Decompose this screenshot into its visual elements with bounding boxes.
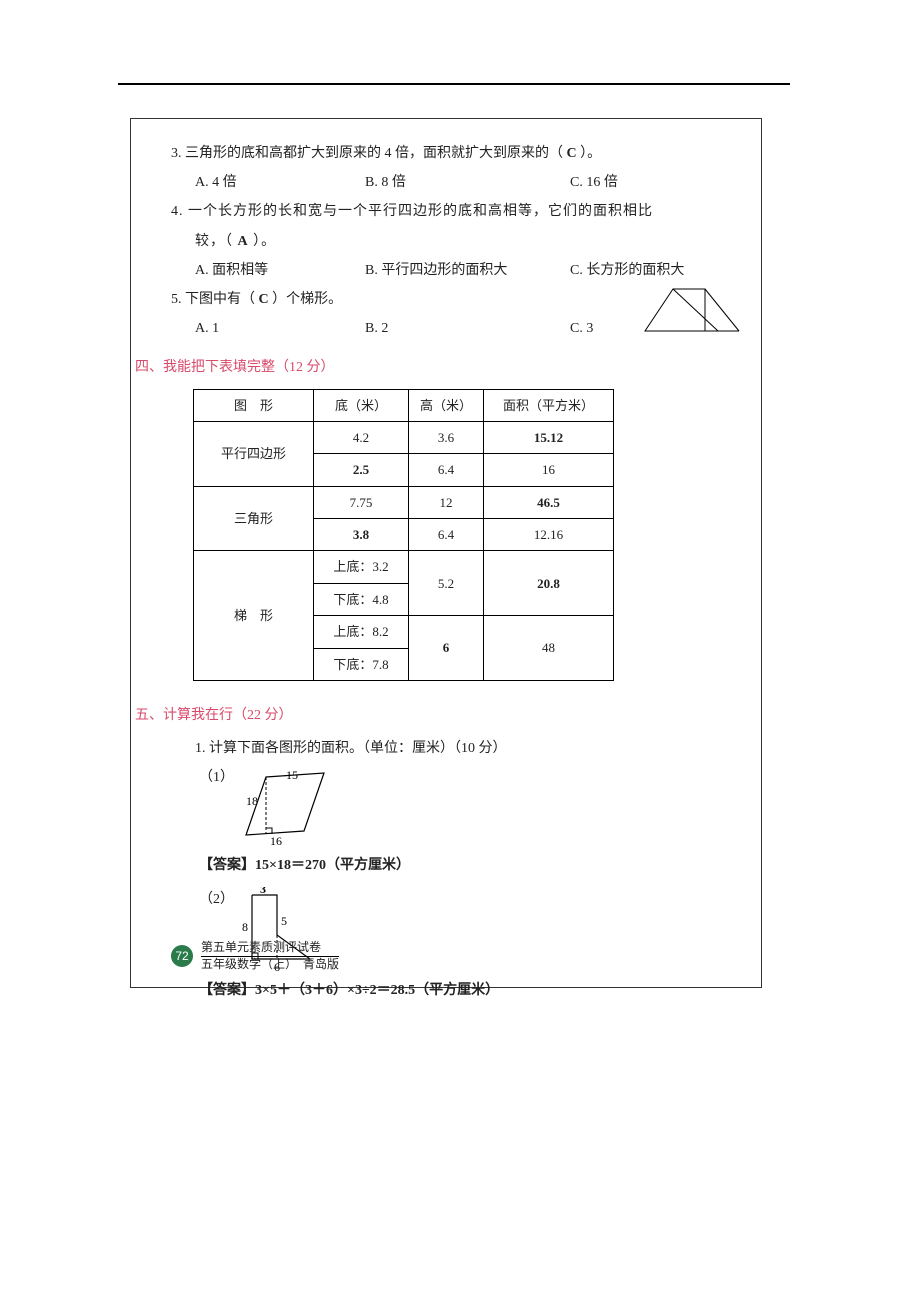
cell-answer: 46.5 <box>484 486 614 518</box>
cell: 上底：8.2 <box>314 616 409 648</box>
cell: 7.75 <box>314 486 409 518</box>
cell: 6.4 <box>409 519 484 551</box>
fig1-label-18: 18 <box>246 794 258 808</box>
cell-answer: 15.12 <box>484 421 614 453</box>
q4-text2: 较，（ <box>195 234 238 249</box>
q4-tail: ）。 <box>249 234 277 249</box>
cell-parallelogram: 平行四边形 <box>194 421 314 486</box>
cell-answer: 6 <box>409 616 484 681</box>
cell: 3.6 <box>409 421 484 453</box>
q5-choice-a: A. 1 <box>195 316 365 341</box>
fig1-answer: 【答案】15×18＝270（平方厘米） <box>199 853 743 878</box>
q5-choice-c: C. 3 <box>570 316 593 341</box>
fig1-label-16: 16 <box>270 834 282 847</box>
cell: 下底：4.8 <box>314 583 409 615</box>
cell: 16 <box>484 454 614 486</box>
cell-answer: 2.5 <box>314 454 409 486</box>
q4-choices: A. 面积相等 B. 平行四边形的面积大 C. 长方形的面积大 <box>195 258 743 283</box>
q4-answer: A <box>238 234 249 249</box>
fig2-num: （2） <box>199 887 234 912</box>
fig2-label-8: 8 <box>242 920 248 934</box>
cell: 12.16 <box>484 519 614 551</box>
cell-answer: 20.8 <box>484 551 614 616</box>
fig1-num: （1） <box>199 765 234 790</box>
cell-answer: 3.8 <box>314 519 409 551</box>
cell: 下底：7.8 <box>314 648 409 680</box>
fig2-answer: 【答案】3×5＋（3＋6）×3÷2＝28.5（平方厘米） <box>199 978 743 1003</box>
footer-text: 第五单元素质测评试卷 五年级数学（上） 青岛版 <box>201 940 339 973</box>
table-row: 图 形 底（米） 高（米） 面积（平方米） <box>194 389 614 421</box>
q5-choice-b: B. 2 <box>365 316 570 341</box>
q3-text: 3. 三角形的底和高都扩大到原来的 4 倍，面积就扩大到原来的（ <box>171 146 567 161</box>
q5-answer: C <box>259 292 269 307</box>
q5-stem: 5. 下图中有（ C ）个梯形。 <box>171 287 643 312</box>
q5-1-stem: 1. 计算下面各图形的面积。（单位：厘米）（10 分） <box>195 736 743 761</box>
footer-line2: 五年级数学（上） 青岛版 <box>201 957 339 973</box>
cell: 48 <box>484 616 614 681</box>
area-table: 图 形 底（米） 高（米） 面积（平方米） 平行四边形 4.2 3.6 15.1… <box>193 389 614 682</box>
footer-line1: 第五单元素质测评试卷 <box>201 940 339 958</box>
cell: 6.4 <box>409 454 484 486</box>
q3-stem: 3. 三角形的底和高都扩大到原来的 4 倍，面积就扩大到原来的（ C ）。 <box>171 141 743 166</box>
th-area: 面积（平方米） <box>484 389 614 421</box>
q3-choices: A. 4 倍 B. 8 倍 C. 16 倍 <box>195 170 743 195</box>
q5-row: 5. 下图中有（ C ）个梯形。 A. 1 B. 2 C. 3 <box>171 287 743 345</box>
q4-stem-l1: 4. 一个长方形的长和宽与一个平行四边形的底和高相等，它们的面积相比 <box>171 199 743 224</box>
q5-tail: ）个梯形。 <box>269 292 343 307</box>
page-footer: 72 第五单元素质测评试卷 五年级数学（上） 青岛版 <box>171 940 339 973</box>
figure-1-parallelogram: 15 18 16 <box>242 765 337 847</box>
q4-stem-l2: 较，（ A ）。 <box>195 229 743 254</box>
th-shape: 图 形 <box>194 389 314 421</box>
cell: 5.2 <box>409 551 484 616</box>
q4-choice-b: B. 平行四边形的面积大 <box>365 258 570 283</box>
q3-tail: ）。 <box>577 146 602 161</box>
fig1-label-15: 15 <box>286 768 298 782</box>
cell: 上底：3.2 <box>314 551 409 583</box>
content-frame: 3. 三角形的底和高都扩大到原来的 4 倍，面积就扩大到原来的（ C ）。 A.… <box>130 118 762 988</box>
q4-choice-a: A. 面积相等 <box>195 258 365 283</box>
th-base: 底（米） <box>314 389 409 421</box>
fig2-label-5: 5 <box>281 914 287 928</box>
page-rule <box>118 83 790 85</box>
table-row: 三角形 7.75 12 46.5 <box>194 486 614 518</box>
page-number-badge: 72 <box>171 945 193 967</box>
section-4-title: 四、我能把下表填完整（12 分） <box>135 355 743 380</box>
q5-figure <box>643 287 743 335</box>
section-5-title: 五、计算我在行（22 分） <box>135 703 743 728</box>
q3-answer: C <box>567 146 577 161</box>
cell: 4.2 <box>314 421 409 453</box>
q4-choice-c: C. 长方形的面积大 <box>570 258 684 283</box>
figure-1-row: （1） 15 18 16 <box>199 765 743 847</box>
cell-trapezoid: 梯 形 <box>194 551 314 681</box>
q3-choice-a: A. 4 倍 <box>195 170 365 195</box>
q5-choices: A. 1 B. 2 C. 3 <box>195 316 643 341</box>
cell-triangle: 三角形 <box>194 486 314 551</box>
cell: 12 <box>409 486 484 518</box>
table-row: 梯 形 上底：3.2 5.2 20.8 <box>194 551 614 583</box>
q5-text: 5. 下图中有（ <box>171 292 259 307</box>
q3-choice-c: C. 16 倍 <box>570 170 618 195</box>
th-height: 高（米） <box>409 389 484 421</box>
fig2-label-3: 3 <box>260 887 266 896</box>
table-row: 平行四边形 4.2 3.6 15.12 <box>194 421 614 453</box>
q3-choice-b: B. 8 倍 <box>365 170 570 195</box>
